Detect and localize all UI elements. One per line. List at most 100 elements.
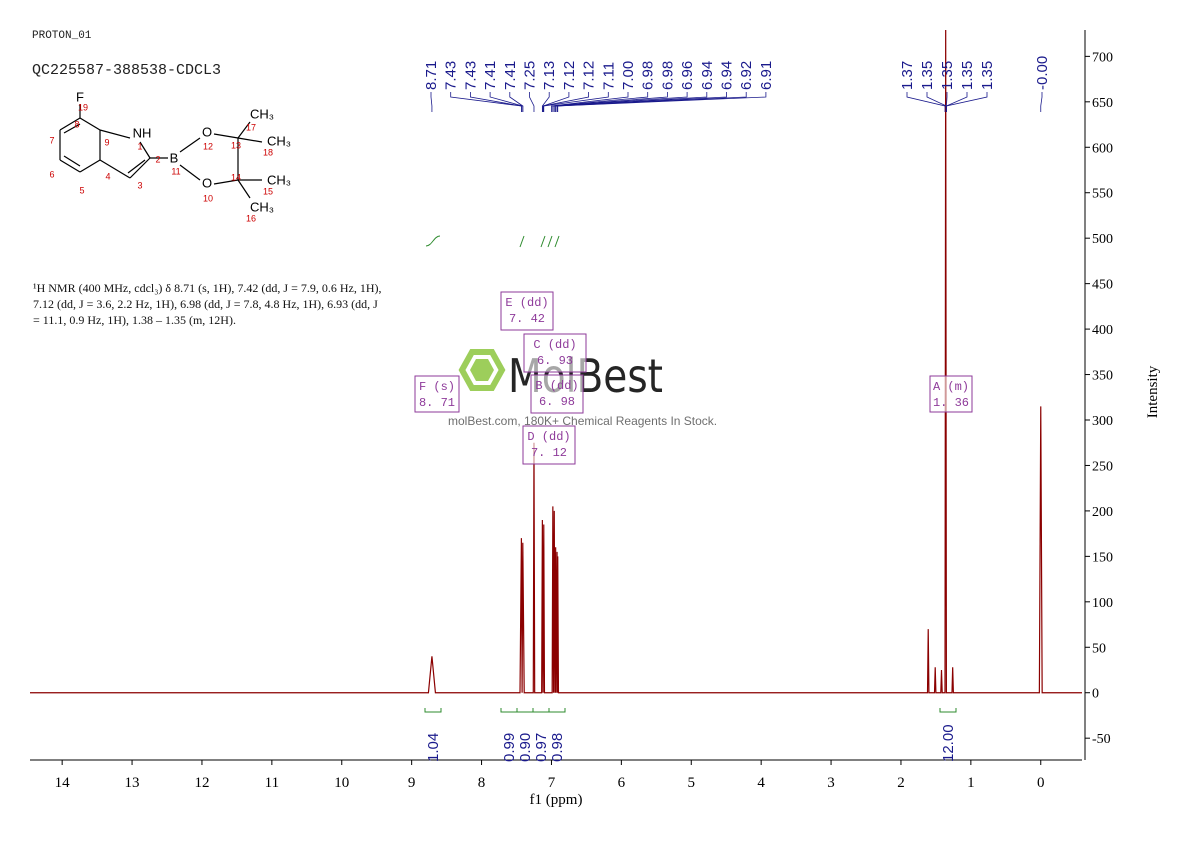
- x-tick-label: 10: [334, 775, 349, 791]
- molecule: [59, 104, 263, 199]
- atom-number: 2: [155, 154, 160, 164]
- x-tick-label: 11: [265, 775, 279, 791]
- spectrum-title: PROTON_01: [32, 30, 92, 42]
- multiplet-label: A (m): [933, 380, 969, 394]
- atom-number: 19: [78, 102, 88, 112]
- atom-label: CH₃: [250, 106, 274, 121]
- y-tick-label: 0: [1092, 687, 1099, 702]
- integral-bracket: [939, 708, 957, 713]
- multiplet-box: [523, 333, 587, 373]
- peak-connector: [489, 92, 524, 112]
- peak-connector: [557, 92, 767, 112]
- integral-label: 0.90: [517, 733, 534, 762]
- peak-label: 8.71: [423, 61, 440, 90]
- x-tick-label: 8: [478, 775, 486, 791]
- y-tick-label: 500: [1092, 232, 1113, 247]
- y-tick-label: 600: [1092, 141, 1113, 156]
- peak-connector: [926, 92, 947, 112]
- atom-number: 9: [104, 137, 109, 147]
- x-tick-label: 12: [194, 775, 209, 791]
- integral-bracket: [548, 708, 566, 713]
- atom-number: 13: [231, 140, 241, 150]
- atom-number: 18: [263, 147, 273, 157]
- peak-connector: [509, 92, 524, 112]
- peak-connector: [541, 92, 550, 112]
- peak-label: 7.11: [600, 62, 617, 90]
- peak-connector: [542, 92, 589, 112]
- y-tick-label: 550: [1092, 187, 1113, 202]
- integral-label: 0.98: [549, 733, 566, 762]
- multiplet-shift: 7. 42: [509, 312, 545, 326]
- integral-bracket: [500, 708, 518, 713]
- x-tick-label: 9: [408, 775, 416, 791]
- peak-connector: [553, 92, 688, 112]
- nmr-description: ¹H NMR (400 MHz, cdcl₃) δ 8.71 (s, 1H), …: [33, 281, 382, 327]
- multiplet-shift: 6. 98: [539, 395, 575, 409]
- multiplet-label: D (dd): [527, 430, 570, 444]
- peak-label: -0.00: [1034, 56, 1051, 90]
- multiplet-shift: 1. 36: [933, 396, 969, 410]
- multiplet-box: [530, 374, 584, 414]
- atom-number: 7: [49, 135, 54, 145]
- atom-number: 12: [203, 141, 213, 151]
- peak-label: 1.37: [899, 61, 916, 90]
- multiplet-shift: 8. 71: [419, 396, 455, 410]
- atom-number: 17: [246, 122, 256, 132]
- atom-number: 3: [137, 180, 142, 190]
- atom-number: 10: [203, 193, 213, 203]
- x-tick-label: 2: [897, 775, 905, 791]
- atom-label: O: [202, 175, 212, 190]
- peak-label: 1.35: [939, 61, 956, 90]
- multiplet-label: E (dd): [505, 296, 548, 310]
- integral-curve: [519, 235, 525, 248]
- integral-label: 0.97: [533, 733, 550, 762]
- integral-label: 1.04: [425, 733, 442, 762]
- multiplet-box: [414, 375, 460, 413]
- atom-label: B: [170, 150, 179, 165]
- peak-connector: [450, 92, 522, 112]
- integral-curves: [425, 235, 560, 248]
- watermark-tagline: molBest.com, 180K+ Chemical Reagents In …: [448, 414, 717, 428]
- x-tick-label: 7: [548, 775, 556, 791]
- peak-connector: [552, 92, 668, 112]
- atom-number: 1: [137, 141, 142, 151]
- y-axis-title: Intensity: [1145, 365, 1161, 418]
- atom-label: CH₃: [267, 172, 291, 187]
- x-tick-label: 14: [55, 775, 71, 791]
- y-tick-label: 400: [1092, 323, 1113, 338]
- integral-curve: [540, 235, 560, 248]
- peak-label: 6.98: [640, 61, 657, 90]
- multiplet-shift: 7. 12: [531, 446, 567, 460]
- x-tick-label: 1: [967, 775, 975, 791]
- peak-connector: [469, 92, 522, 112]
- y-tick-label: 700: [1092, 50, 1113, 65]
- peak-label: 7.00: [620, 61, 637, 90]
- peak-connector: [543, 92, 609, 112]
- atom-number: 5: [79, 185, 84, 195]
- peak-label: 1.35: [959, 61, 976, 90]
- x-tick-label: 5: [688, 775, 696, 791]
- atom-label: O: [202, 124, 212, 139]
- atom-number: 11: [171, 166, 180, 176]
- atom-label: CH₃: [267, 133, 291, 148]
- peak-label: 7.13: [541, 61, 558, 90]
- multiplet-shift: 6. 93: [537, 354, 573, 368]
- atom-number: 15: [263, 186, 273, 196]
- x-tick-label: 4: [757, 775, 765, 791]
- watermark-logo-icon: [458, 349, 506, 391]
- atom-label: NH: [133, 125, 152, 140]
- y-tick-label: 100: [1092, 596, 1113, 611]
- peak-connector: [556, 92, 747, 112]
- peak-connector: [1040, 92, 1043, 112]
- multiplet-box: [522, 425, 576, 465]
- peak-label: 6.94: [699, 61, 716, 90]
- peak-label: 7.43: [443, 61, 460, 90]
- x-tick-label: 0: [1037, 775, 1045, 791]
- peak-label: 6.91: [758, 61, 775, 90]
- y-tick-label: 50: [1092, 641, 1106, 656]
- integral-bracket: [516, 708, 534, 713]
- multiplet-label: C (dd): [533, 338, 576, 352]
- atom-number: 4: [105, 171, 110, 181]
- atom-label: F: [76, 89, 84, 104]
- integral-bracket: [424, 708, 442, 713]
